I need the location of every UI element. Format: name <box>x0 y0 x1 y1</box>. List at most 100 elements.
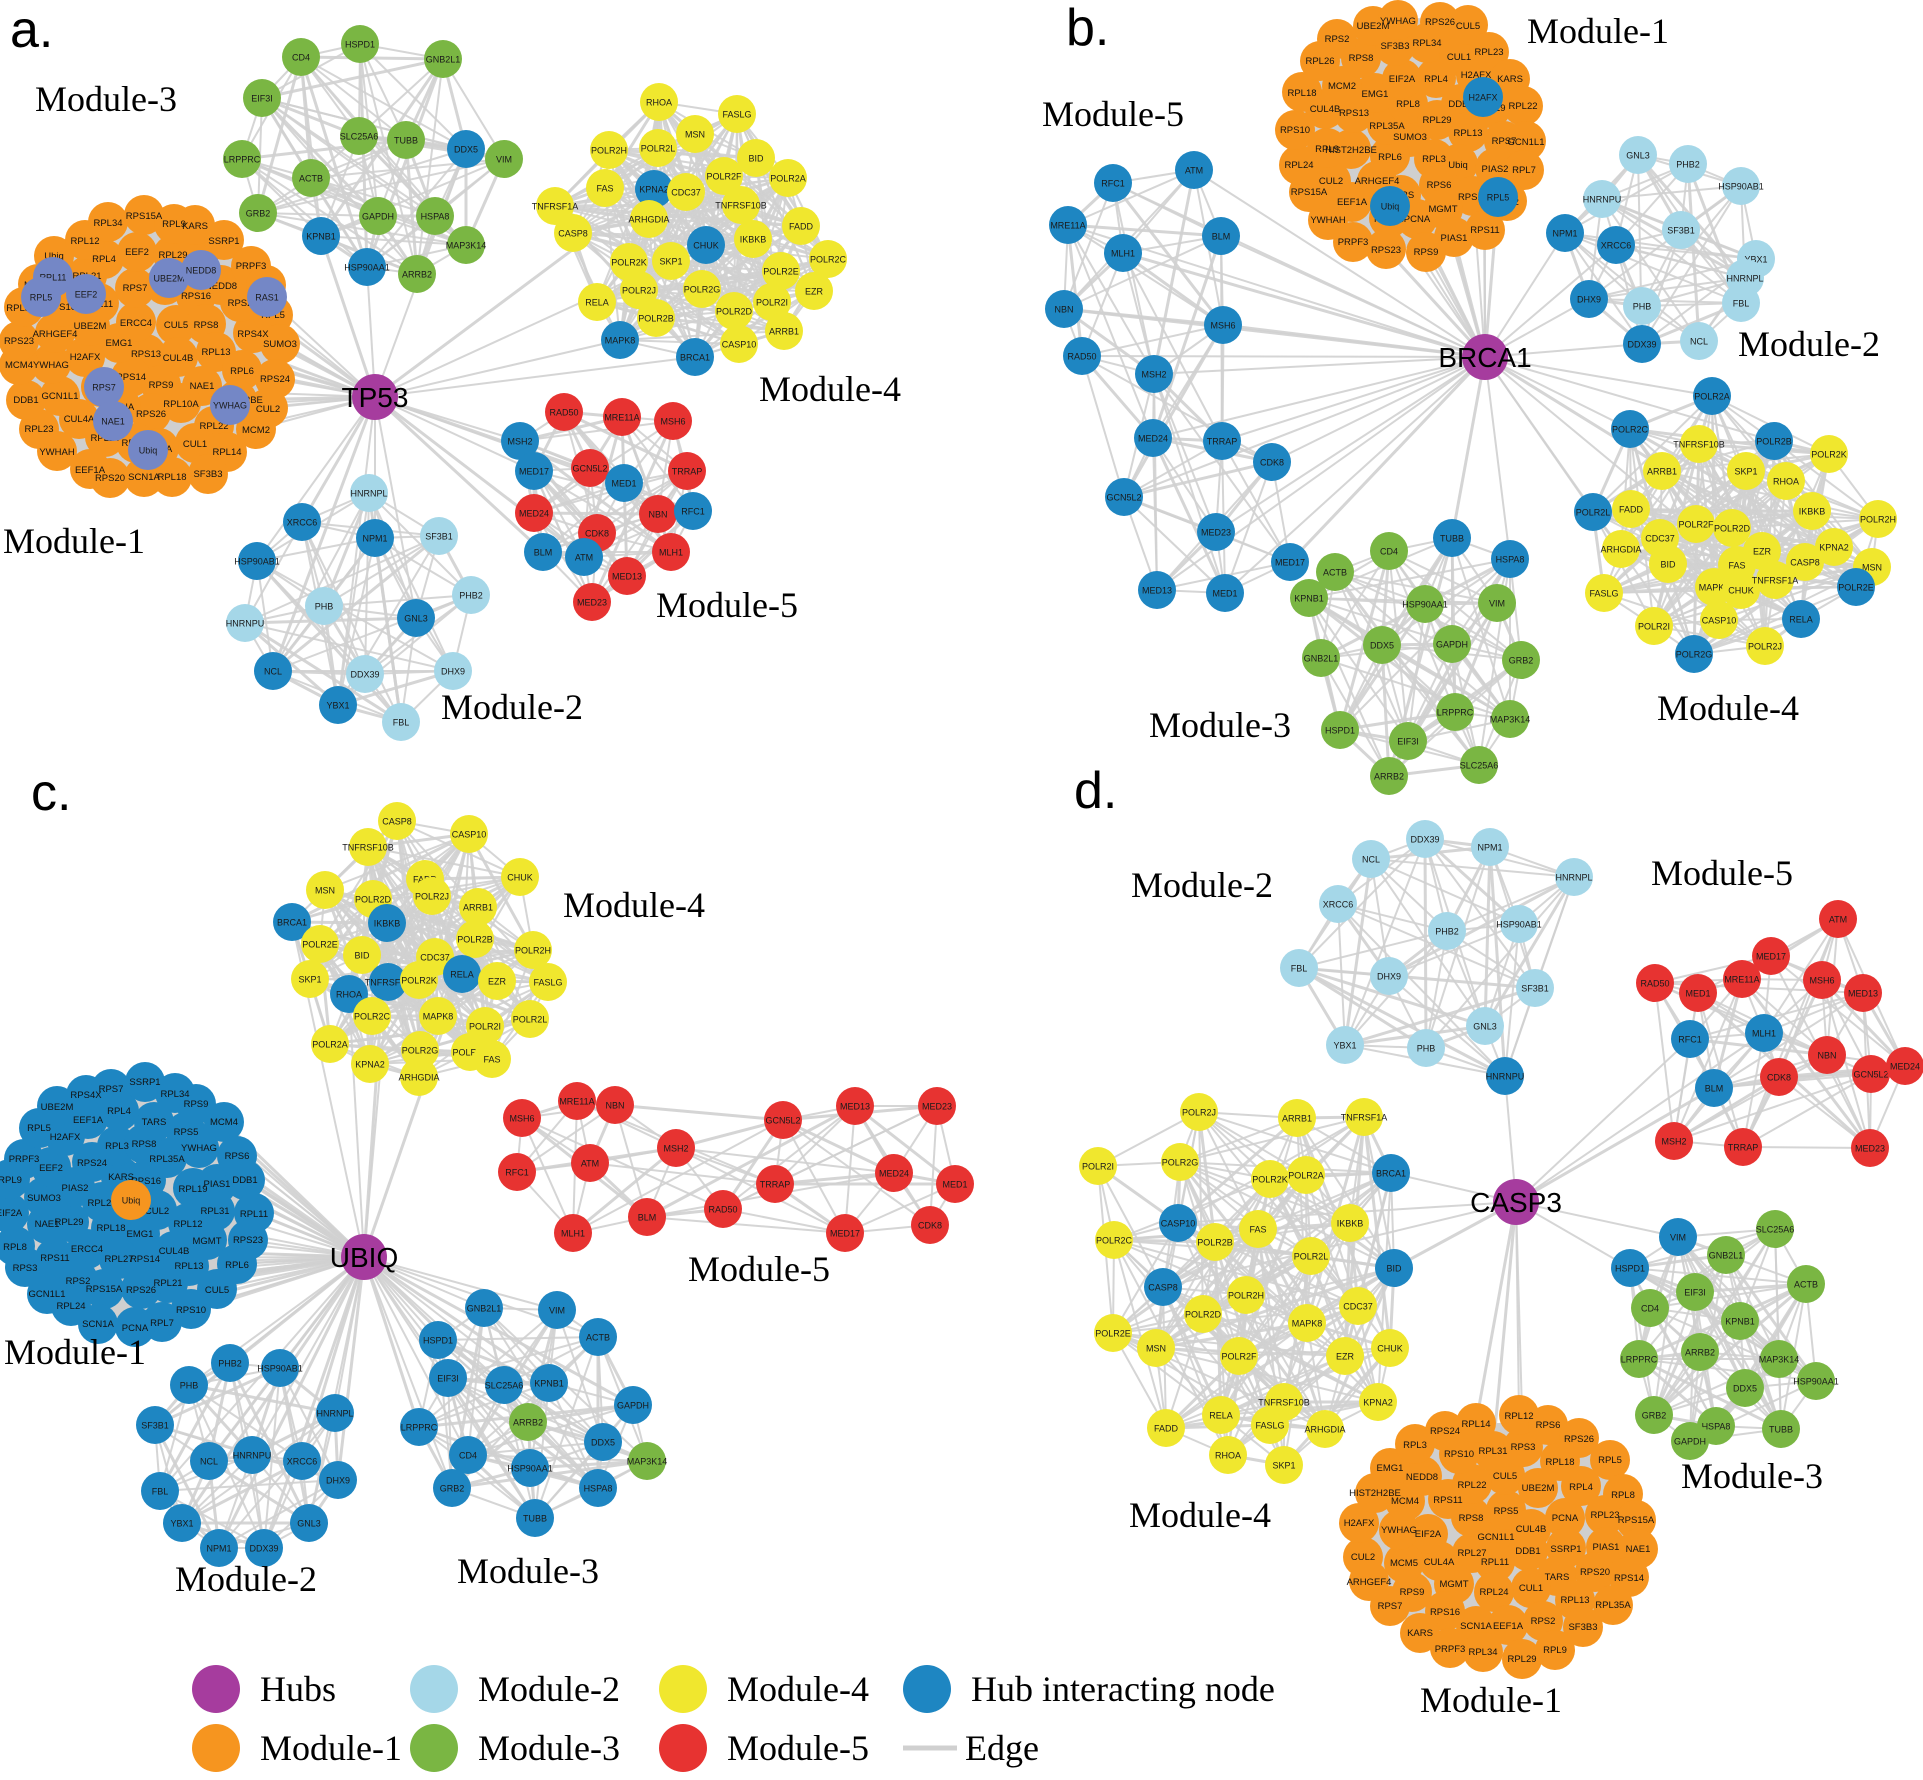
svg-text:EEF2: EEF2 <box>75 289 98 299</box>
svg-text:PRPF3: PRPF3 <box>1435 1644 1466 1655</box>
svg-text:YBX1: YBX1 <box>1744 254 1767 264</box>
svg-text:RPL24: RPL24 <box>56 1301 85 1312</box>
svg-text:SUMO3: SUMO3 <box>1393 132 1427 143</box>
svg-text:CUL5: CUL5 <box>1456 21 1480 32</box>
svg-text:NCL: NCL <box>264 666 282 676</box>
svg-text:CASP10: CASP10 <box>1702 615 1737 625</box>
svg-text:RPS10: RPS10 <box>1444 1449 1474 1460</box>
svg-text:RPL35A: RPL35A <box>1595 1600 1631 1611</box>
svg-text:TRRAP: TRRAP <box>672 466 703 476</box>
svg-text:Module-4: Module-4 <box>1657 688 1799 728</box>
svg-text:POLR2J: POLR2J <box>415 891 449 901</box>
svg-text:POLR2B: POLR2B <box>1197 1237 1233 1247</box>
svg-text:EIF2A: EIF2A <box>1415 1529 1442 1540</box>
svg-text:PHB: PHB <box>1417 1043 1436 1053</box>
svg-text:RPS24: RPS24 <box>1430 1426 1460 1437</box>
svg-text:CD4: CD4 <box>1641 1303 1659 1313</box>
svg-text:MRE11A: MRE11A <box>559 1096 594 1106</box>
svg-text:MAP3K14: MAP3K14 <box>1759 1354 1800 1364</box>
svg-text:RPS10: RPS10 <box>1280 125 1310 136</box>
svg-text:PCNA: PCNA <box>1404 214 1431 225</box>
svg-text:EEF2: EEF2 <box>125 247 149 258</box>
svg-text:TARS: TARS <box>142 1117 167 1128</box>
svg-text:POLR2G: POLR2G <box>1162 1157 1199 1167</box>
svg-text:RPS8: RPS8 <box>132 1139 157 1150</box>
svg-text:EIF3I: EIF3I <box>1684 1287 1706 1297</box>
svg-text:RPS8: RPS8 <box>1459 1513 1484 1524</box>
svg-text:CUL4B: CUL4B <box>1310 104 1341 115</box>
svg-text:HSPD1: HSPD1 <box>345 39 375 49</box>
svg-text:TNFRSF1A: TNFRSF1A <box>532 201 579 211</box>
svg-text:HSPA8: HSPA8 <box>1702 1421 1731 1431</box>
svg-text:MSN: MSN <box>315 885 335 895</box>
svg-text:SF3B3: SF3B3 <box>1568 1622 1597 1633</box>
svg-text:Module-3: Module-3 <box>457 1551 599 1591</box>
svg-text:RPS8: RPS8 <box>1349 53 1374 64</box>
svg-text:Ubiq: Ubiq <box>44 251 64 262</box>
svg-text:DHX9: DHX9 <box>1577 294 1601 304</box>
svg-text:ARHGDIA: ARHGDIA <box>398 1072 439 1082</box>
svg-text:RPS16: RPS16 <box>181 291 211 302</box>
svg-text:FAS: FAS <box>1728 560 1745 570</box>
svg-text:GAPDH: GAPDH <box>1436 639 1468 649</box>
svg-text:HNRNPL: HNRNPL <box>1726 273 1763 283</box>
svg-text:LRPPRC: LRPPRC <box>401 1422 438 1432</box>
svg-text:RPL4: RPL4 <box>107 1106 131 1117</box>
svg-text:IKBKB: IKBKB <box>740 234 767 244</box>
svg-text:FADD: FADD <box>1619 504 1644 514</box>
svg-text:BID: BID <box>1660 559 1676 569</box>
svg-text:SCN1A: SCN1A <box>1460 1621 1492 1632</box>
svg-text:KPNA2: KPNA2 <box>1363 1397 1393 1407</box>
svg-text:POLR2E: POLR2E <box>1095 1328 1131 1338</box>
svg-text:RPS5: RPS5 <box>174 1127 199 1138</box>
svg-text:UBE2M: UBE2M <box>74 321 107 332</box>
svg-text:NPM1: NPM1 <box>206 1543 231 1553</box>
svg-text:CDC37: CDC37 <box>1343 1301 1373 1311</box>
svg-text:H2AFX: H2AFX <box>50 1132 81 1143</box>
svg-text:MSH2: MSH2 <box>1661 1136 1686 1146</box>
svg-text:MSN: MSN <box>1862 562 1882 572</box>
svg-text:Module-3: Module-3 <box>1681 1456 1823 1496</box>
svg-text:RPL12: RPL12 <box>1504 1411 1533 1422</box>
svg-text:POLR2D: POLR2D <box>355 894 392 904</box>
svg-text:CUL4A: CUL4A <box>64 414 95 425</box>
svg-text:PIAS2: PIAS2 <box>62 1183 89 1194</box>
svg-text:POLR2J: POLR2J <box>1748 641 1782 651</box>
svg-text:EMG1: EMG1 <box>1377 1463 1404 1474</box>
svg-text:CASP3: CASP3 <box>1470 1187 1562 1218</box>
svg-text:PCNA: PCNA <box>1552 1513 1579 1524</box>
svg-text:RPS20: RPS20 <box>1580 1567 1610 1578</box>
svg-text:Module-1: Module-1 <box>4 1332 146 1372</box>
svg-text:RAD50: RAD50 <box>1067 351 1096 361</box>
svg-text:FASLG: FASLG <box>1589 588 1618 598</box>
svg-text:POLR2F: POLR2F <box>1221 1351 1257 1361</box>
svg-text:UBE2M: UBE2M <box>1357 21 1390 32</box>
svg-text:RPL31: RPL31 <box>1478 1446 1507 1457</box>
svg-text:RPL18: RPL18 <box>1545 1457 1574 1468</box>
svg-text:DDX5: DDX5 <box>1370 640 1394 650</box>
svg-text:RPS13: RPS13 <box>1339 108 1369 119</box>
svg-text:HSP90AB1: HSP90AB1 <box>1718 181 1764 191</box>
svg-text:RPL3: RPL3 <box>105 1141 129 1152</box>
svg-text:NBN: NBN <box>1817 1050 1836 1060</box>
svg-text:RPL34: RPL34 <box>1468 1647 1497 1658</box>
svg-text:Hubs: Hubs <box>260 1669 336 1709</box>
svg-text:RPL10A: RPL10A <box>163 399 199 410</box>
svg-text:PRPF3: PRPF3 <box>9 1154 40 1165</box>
svg-text:EMG1: EMG1 <box>127 1229 154 1240</box>
svg-text:EIF2A: EIF2A <box>0 1208 23 1219</box>
svg-text:MCM2: MCM2 <box>1328 81 1356 92</box>
svg-text:RAD50: RAD50 <box>1640 978 1669 988</box>
svg-text:POLR2B: POLR2B <box>638 313 674 323</box>
svg-text:RPL11: RPL11 <box>240 1209 268 1220</box>
svg-text:CDC37: CDC37 <box>1645 533 1675 543</box>
svg-text:Ubiq: Ubiq <box>122 1195 141 1205</box>
svg-text:RPS10: RPS10 <box>46 302 76 313</box>
svg-text:ARHGDIA: ARHGDIA <box>628 214 669 224</box>
svg-text:POLR2B: POLR2B <box>457 934 493 944</box>
svg-text:RPS14: RPS14 <box>130 1254 160 1265</box>
svg-text:RPS7: RPS7 <box>99 1084 124 1095</box>
svg-text:RPL5: RPL5 <box>1598 1455 1622 1466</box>
svg-text:RPL9: RPL9 <box>162 219 186 230</box>
svg-text:EIF2A: EIF2A <box>1389 74 1416 85</box>
